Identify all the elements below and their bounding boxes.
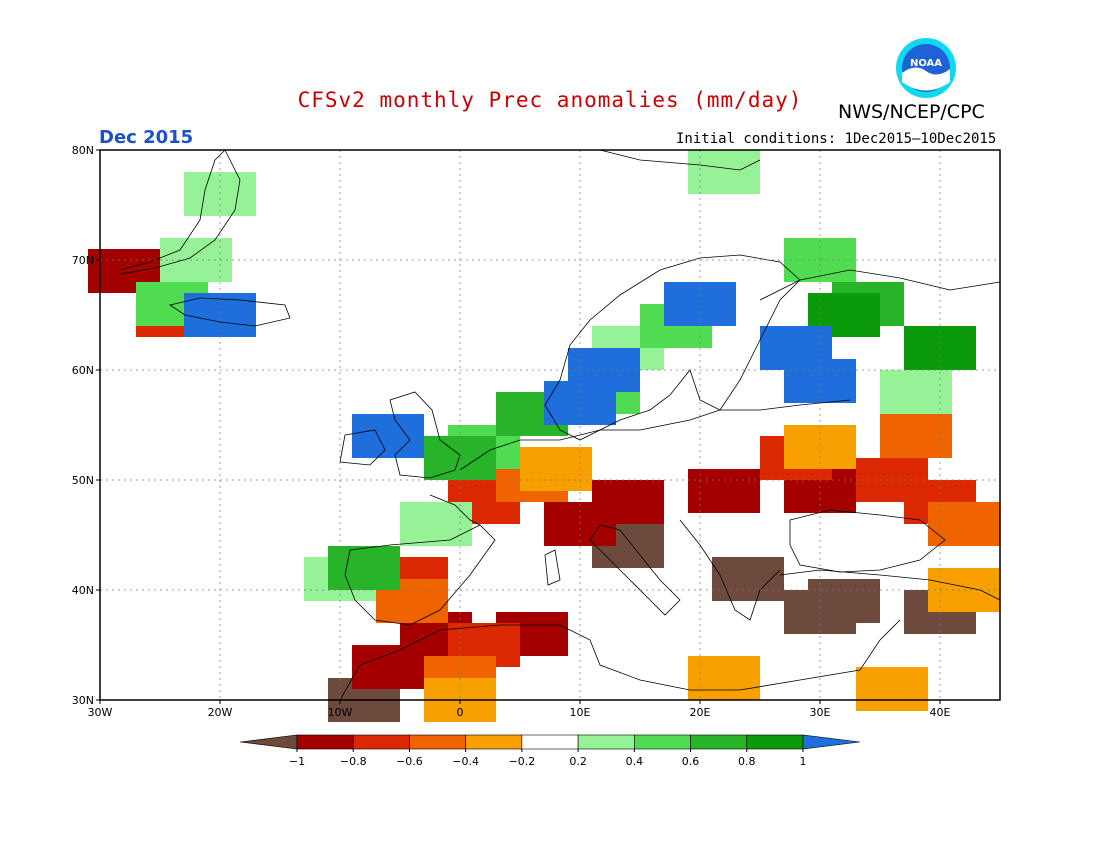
- anomaly-cell-orange: [880, 414, 952, 458]
- legend-box: [577, 734, 635, 750]
- anomaly-cell-dark-red: [688, 469, 760, 513]
- agency-label: NWS/NCEP/CPC: [838, 101, 985, 123]
- lon-tick-label: 20W: [208, 706, 233, 719]
- lat-tick-label: 40N: [72, 584, 94, 597]
- legend-label: 0.2: [569, 755, 587, 768]
- lon-tick-label: 20E: [690, 706, 711, 719]
- forecast-month: Dec 2015: [99, 127, 194, 148]
- legend-label: 0.6: [682, 755, 700, 768]
- legend-box: [296, 734, 354, 750]
- axis-ticks: 30N 40N 50N 60N 70N 80N 30W 20W 10W 0 10E 20E 30E 40E: [72, 144, 951, 719]
- initial-conditions: Initial conditions: 1Dec2015—10Dec2015: [676, 131, 997, 147]
- lat-tick-label: 80N: [72, 144, 94, 157]
- graticule: [100, 150, 1000, 700]
- legend-box: [746, 734, 804, 750]
- anomaly-cell-light-orange: [856, 667, 928, 711]
- legend-label: −0.6: [396, 755, 423, 768]
- anomaly-cell-brown: [808, 579, 880, 623]
- anomaly-cell-light-orange: [688, 656, 760, 700]
- map-title: CFSv2 monthly Prec anomalies (mm/day): [297, 88, 803, 112]
- logo-text: NOAA: [910, 58, 942, 69]
- legend-label: −0.8: [340, 755, 367, 768]
- legend-box: [409, 734, 466, 750]
- color-legend: −1 −0.8 −0.6 −0.4 −0.2 0.2 0.4 0.6 0.8 1: [239, 734, 861, 768]
- lon-tick-label: 10W: [328, 706, 353, 719]
- legend-label: 1: [800, 755, 807, 768]
- legend-label: −1: [289, 755, 305, 768]
- anomaly-cell-light-green: [688, 150, 760, 194]
- anomaly-cell-mid-green: [328, 546, 400, 590]
- anomaly-cell-brown: [712, 557, 784, 601]
- legend-label: 0.4: [626, 755, 644, 768]
- anomaly-cell-light-green: [400, 502, 472, 546]
- anomaly-cell-light-orange: [520, 447, 592, 491]
- legend-label: 0.8: [738, 755, 756, 768]
- legend-box: [465, 734, 523, 750]
- lon-tick-label: 40E: [930, 706, 951, 719]
- anomaly-cells: [88, 150, 1000, 722]
- anomaly-cell-orange: [928, 502, 1000, 546]
- lat-tick-label: 60N: [72, 364, 94, 377]
- noaa-logo: NOAA: [896, 38, 956, 98]
- legend-box: [690, 734, 748, 750]
- lat-tick-label: 30N: [72, 694, 94, 707]
- legend-box: [521, 734, 579, 750]
- map-frame: [99, 149, 1001, 701]
- lat-tick-label: 70N: [72, 254, 94, 267]
- anomaly-cell-blue: [352, 414, 424, 458]
- lon-tick-label: 10E: [570, 706, 591, 719]
- legend-label: −0.4: [452, 755, 479, 768]
- legend-arrow-high: [802, 734, 861, 750]
- anomaly-cell-light-green: [880, 370, 952, 414]
- lon-tick-label: 0: [457, 706, 464, 719]
- lon-tick-label: 30E: [810, 706, 831, 719]
- lon-tick-label: 30W: [88, 706, 113, 719]
- legend-label: −0.2: [509, 755, 536, 768]
- legend-box: [352, 734, 410, 750]
- lat-tick-label: 50N: [72, 474, 94, 487]
- legend-arrow-low: [239, 734, 298, 750]
- legend-box: [634, 734, 691, 750]
